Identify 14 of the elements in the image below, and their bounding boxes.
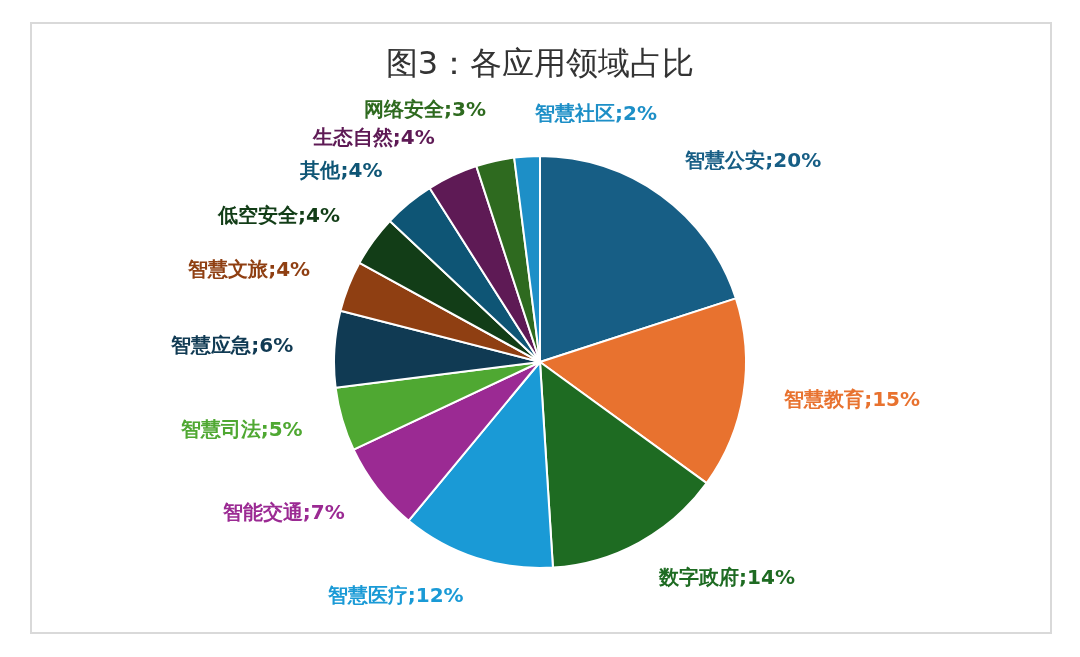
slice-label: 智慧应急;6%: [170, 332, 294, 357]
slice-label: 数字政府;14%: [658, 564, 795, 589]
chart-title: 图3：各应用领域占比: [384, 43, 696, 84]
slice-label: 低空安全;4%: [217, 202, 341, 227]
slice-label: 其他;4%: [299, 157, 383, 182]
slice-label: 智慧公安;20%: [684, 148, 822, 173]
slice-label: 生态自然;4%: [311, 124, 435, 149]
slice-label: 智慧文旅;4%: [187, 257, 311, 282]
slice-label: 网络安全;3%: [364, 96, 487, 121]
slice-label: 智慧教育;15%: [783, 386, 921, 411]
slice-label: 智能交通;7%: [221, 499, 345, 524]
slice-label: 智慧医疗;12%: [326, 583, 464, 608]
slice-label: 智慧社区;2%: [534, 101, 657, 126]
slice-label: 智慧司法;5%: [179, 417, 303, 442]
